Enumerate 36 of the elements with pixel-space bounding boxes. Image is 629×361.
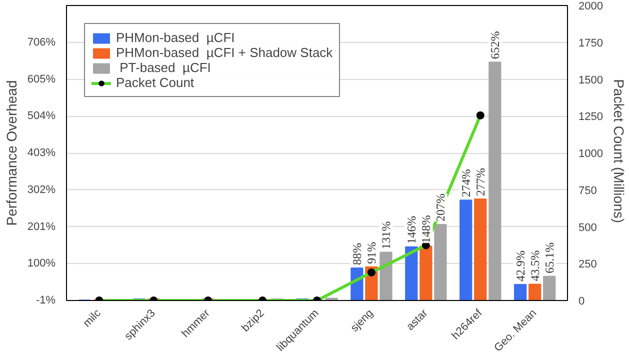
y2-tick-label: 1000	[578, 148, 603, 160]
x-tick-label: milc	[81, 306, 104, 330]
y-tick-label: 605%	[27, 73, 56, 86]
y-tick-label: -1%	[36, 294, 56, 306]
data-label: 42.9%	[513, 250, 528, 282]
y-tick-label: 403%	[27, 147, 56, 159]
y2-tick-label: 0	[578, 296, 585, 308]
data-label: 652%	[488, 31, 502, 60]
data-label: 277%	[473, 168, 488, 196]
legend-label: PHMon-based µCFI + Shadow Stack	[116, 45, 333, 60]
data-label: 131%	[378, 221, 393, 250]
data-label: 207%	[433, 194, 448, 222]
y-tick-label: 706%	[27, 36, 56, 48]
y-tick-label: 302%	[27, 184, 56, 196]
y-tick-label: 504%	[27, 110, 56, 122]
y2-tick-label: 750	[578, 184, 597, 197]
y2-tick-label: 500	[578, 222, 597, 234]
y2-tick-label: 1250	[578, 111, 603, 124]
y-axis-title: Performance Overhead	[3, 80, 20, 226]
data-label: 43.5%	[528, 250, 542, 282]
y2-tick-label: 1750	[578, 37, 603, 50]
y2-axis-title: Packet Count (Millions)	[610, 79, 627, 224]
legend-label: PT-based µCFI	[118, 60, 211, 75]
data-label: 274%	[458, 169, 473, 198]
data-label: 88%	[350, 243, 364, 266]
y-tick-label: 201%	[27, 220, 56, 233]
data-label: 65.1%	[542, 242, 556, 274]
y2-tick-label: 1500	[578, 74, 603, 86]
y2-tick-label: 250	[578, 258, 597, 271]
data-label: 91%	[364, 242, 378, 264]
y-tick-label: 100%	[27, 258, 56, 270]
legend-label: PHMon-based µCFI	[116, 30, 235, 45]
data-label: 148%	[418, 215, 433, 244]
legend-label: Packet Count	[116, 75, 194, 90]
y2-tick-label: 2000	[578, 0, 603, 12]
data-label: 146%	[404, 216, 418, 244]
